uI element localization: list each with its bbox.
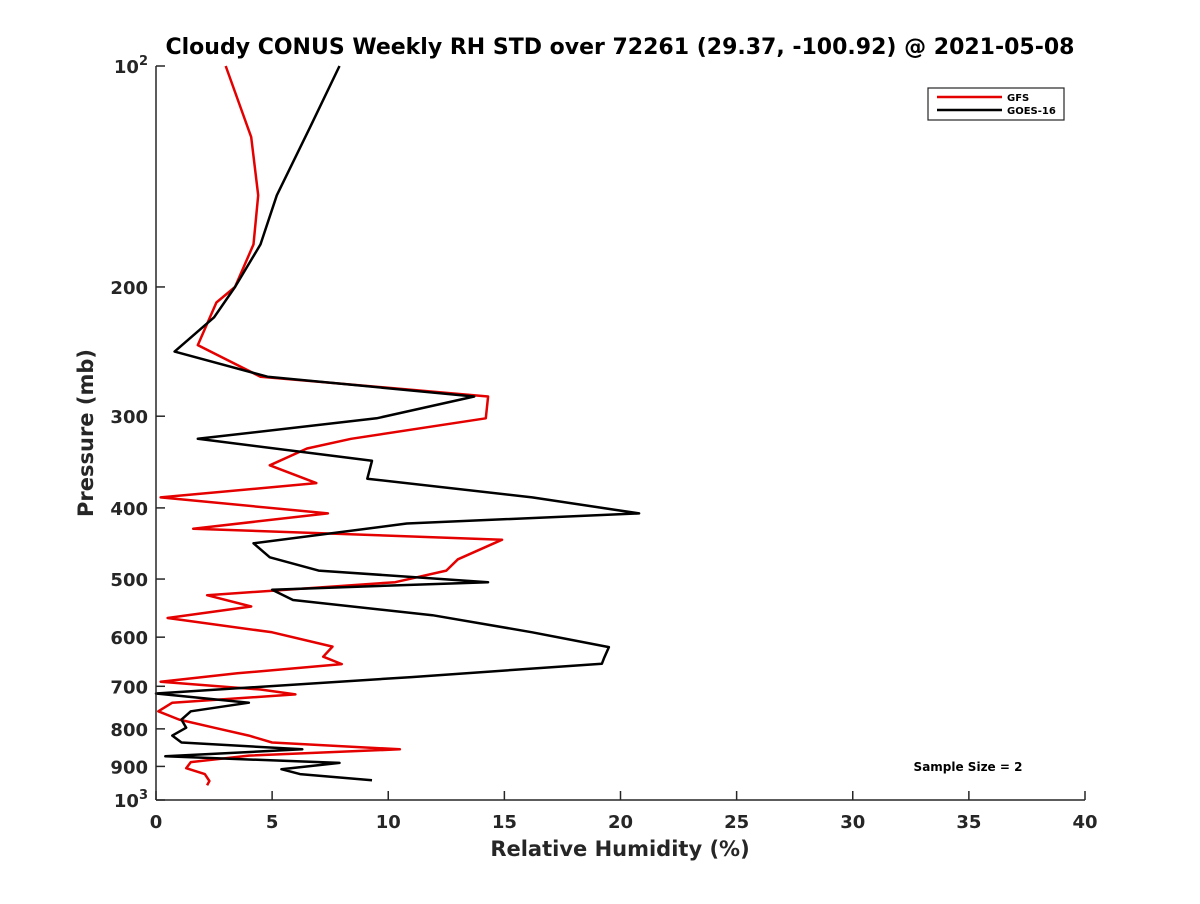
y-ticks: 102 200 300 400 500 600 700 800 900 103	[110, 54, 165, 812]
x-tick-label: 35	[956, 812, 981, 833]
x-tick-label: 40	[1072, 812, 1097, 833]
x-axis-label: Relative Humidity (%)	[490, 837, 749, 861]
y-tick-label: 200	[110, 278, 148, 299]
x-tick-label: 5	[266, 812, 279, 833]
y-tick-label: 700	[110, 677, 148, 698]
y-tick-label: 102	[114, 54, 148, 78]
x-tick-label: 10	[376, 812, 401, 833]
series-layer	[154, 65, 641, 786]
legend-label-goes-16: GOES-16	[1007, 106, 1056, 117]
sample-size-annotation: Sample Size = 2	[914, 760, 1023, 774]
y-tick-label: 400	[110, 499, 148, 520]
x-tick-label: 20	[608, 812, 633, 833]
y-tick-label: 800	[110, 720, 148, 741]
y-axis-label: Pressure (mb)	[74, 349, 98, 517]
y-tick-label: 600	[110, 628, 148, 649]
y-tick-label: 900	[110, 757, 148, 778]
x-tick-label: 15	[492, 812, 517, 833]
series-line-goes-16	[154, 65, 641, 782]
y-tick-label: 500	[110, 570, 148, 591]
legend: GFS GOES-16	[927, 87, 1065, 121]
y-tick-label: 300	[110, 407, 148, 428]
x-tick-label: 25	[724, 812, 749, 833]
legend-box	[927, 87, 1065, 121]
y-tick-label: 103	[114, 788, 148, 812]
legend-label-gfs: GFS	[1007, 93, 1029, 104]
x-tick-label: 0	[150, 812, 163, 833]
x-ticks: 0 5 10 15 20 25 30 35 40	[150, 791, 1098, 833]
x-tick-label: 30	[840, 812, 865, 833]
chart-title: Cloudy CONUS Weekly RH STD over 72261 (2…	[166, 35, 1075, 60]
